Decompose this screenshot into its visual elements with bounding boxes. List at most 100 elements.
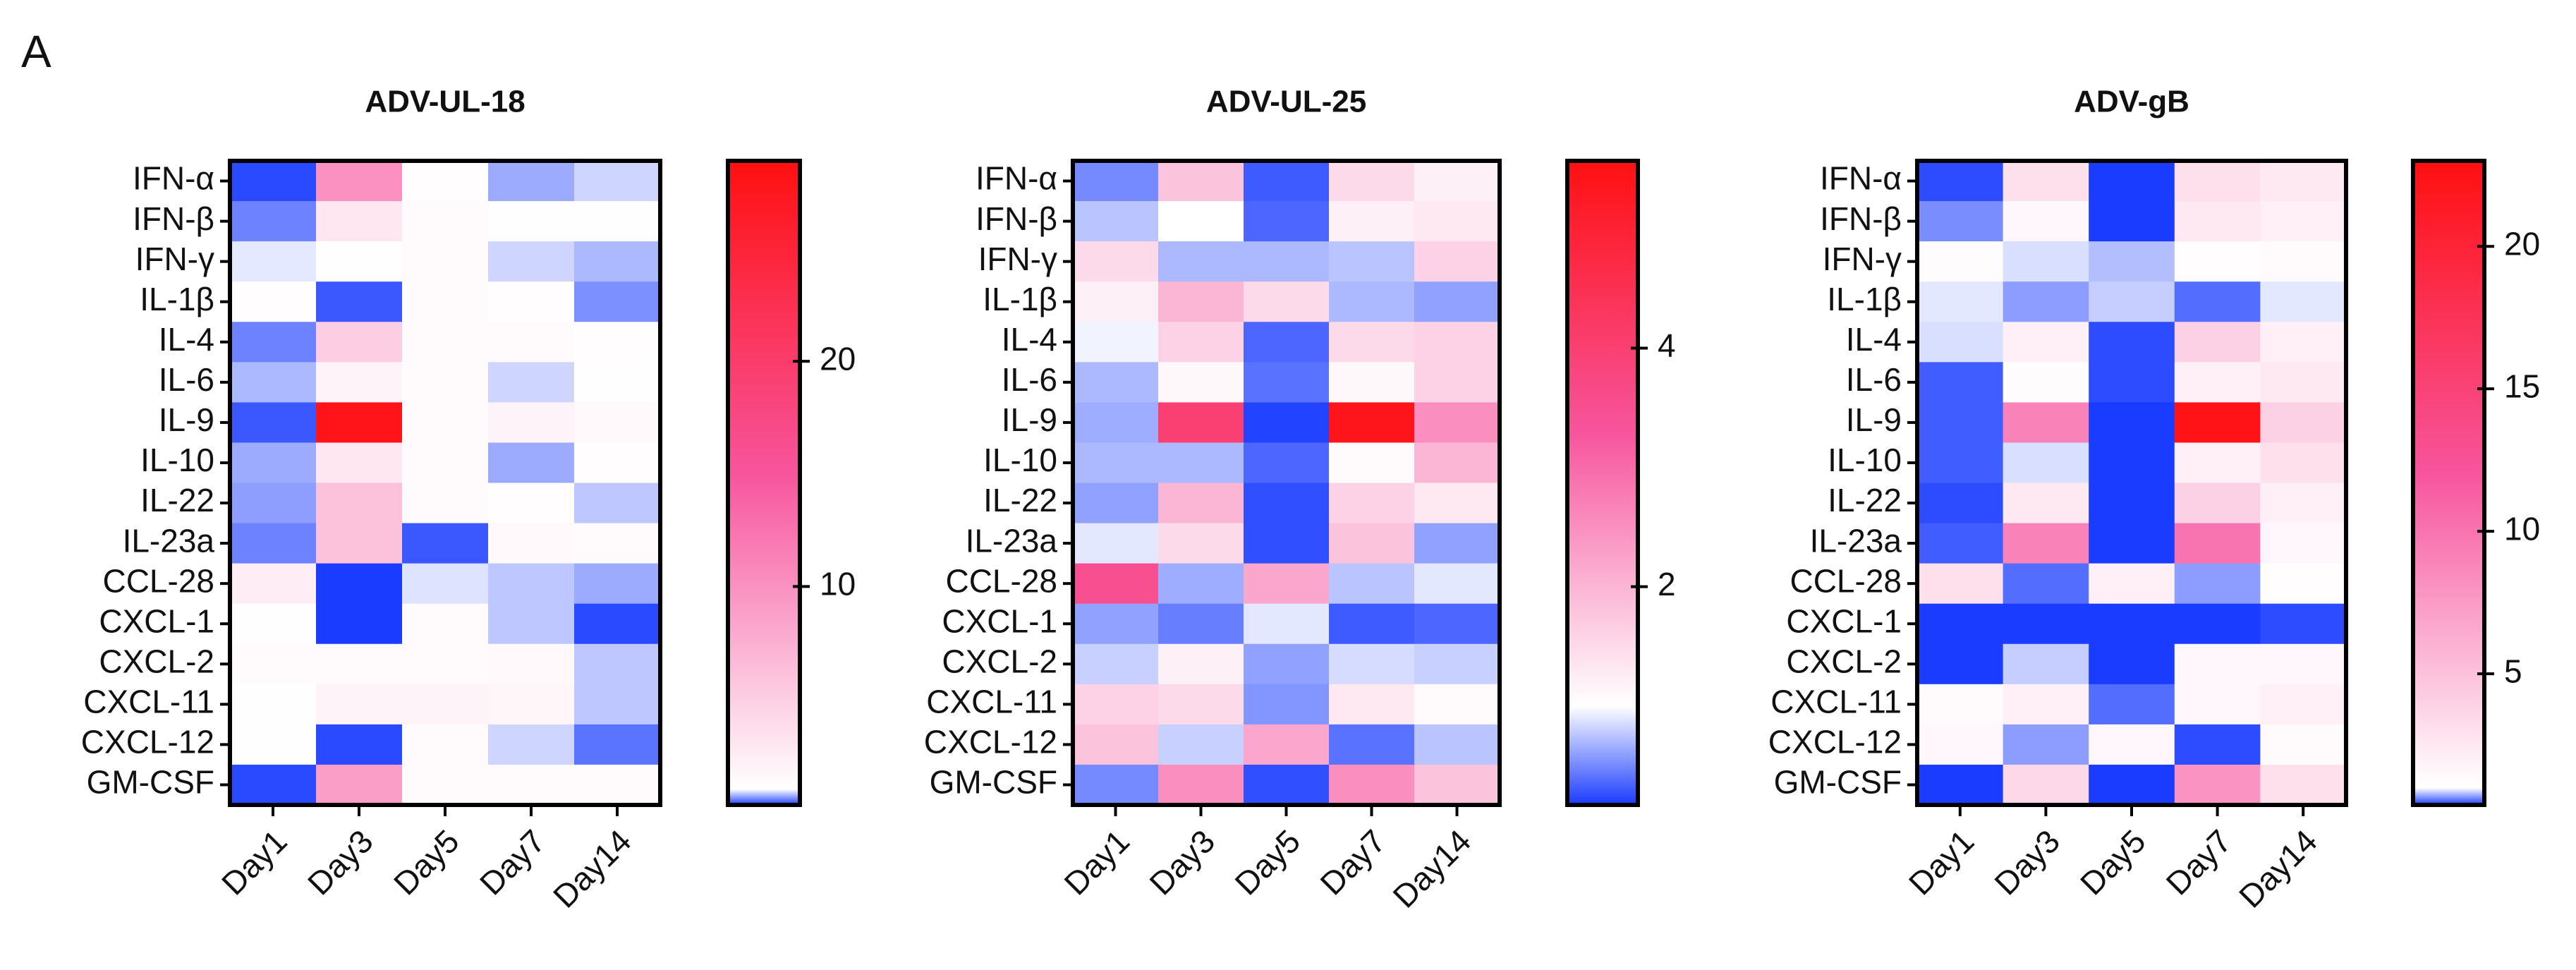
colorbar-tick-label: 10 <box>820 566 856 602</box>
heatmap-cell <box>1414 362 1500 403</box>
heatmap-cell <box>2174 764 2261 806</box>
heatmap-cell <box>1414 764 1500 806</box>
y-tick-label: GM-CSF <box>1774 764 1902 801</box>
heatmap-cell <box>1244 362 1330 403</box>
heatmap-cell <box>1414 643 1500 685</box>
heatmap-cell <box>488 483 575 524</box>
heatmap-cell <box>1073 523 1159 564</box>
heatmap-cell <box>574 322 661 363</box>
heatmap-cell <box>1158 563 1244 605</box>
y-tick-label: CCL-28 <box>945 562 1057 599</box>
y-tick-label: CXCL-2 <box>99 643 214 679</box>
heatmap-cell <box>2174 684 2261 725</box>
x-tick-label: Day7 <box>2159 823 2239 902</box>
heatmap-cell <box>1244 563 1330 605</box>
heatmap-cell <box>488 523 575 564</box>
heatmap-cell <box>2089 442 2175 484</box>
heatmap-cell <box>574 281 661 322</box>
heatmap-cell <box>402 643 489 685</box>
heatmap-cell <box>2089 281 2175 322</box>
heatmap-cell <box>1917 724 2004 765</box>
heatmap-cell <box>1244 684 1330 725</box>
heatmap-cell <box>2174 523 2261 564</box>
y-tick-label: IL-6 <box>1002 361 1057 398</box>
heatmap-cell <box>1414 603 1500 645</box>
heatmap-cell <box>230 684 317 725</box>
y-tick-label: CXCL-1 <box>99 602 214 639</box>
heatmap-cell <box>2260 684 2347 725</box>
heatmap-cell <box>1329 201 1415 242</box>
heatmap-cell <box>2174 442 2261 484</box>
heatmap-cell <box>316 322 403 363</box>
heatmap-cell <box>1329 643 1415 685</box>
heatmap-cell <box>230 523 317 564</box>
y-tick-label: IL-9 <box>159 401 214 438</box>
heatmap-cell <box>316 643 403 685</box>
heatmap-cell <box>1917 241 2004 282</box>
heatmap-cell <box>1917 603 2004 645</box>
heatmap-cell <box>574 402 661 444</box>
y-tick-label: IFN-β <box>133 200 214 237</box>
heatmap-cell <box>1244 161 1330 202</box>
heatmap-cell <box>2174 483 2261 524</box>
heatmap-cell <box>2003 241 2089 282</box>
heatmap-cell <box>2089 241 2175 282</box>
heatmap-cell <box>1329 483 1415 524</box>
heatmap-cell <box>1158 684 1244 725</box>
heatmap-cell <box>2089 724 2175 765</box>
heatmap-cell <box>488 764 575 806</box>
heatmap-cell <box>1917 442 2004 484</box>
heatmap-cell <box>402 281 489 322</box>
y-tick-label: IL-6 <box>1846 361 1902 398</box>
heatmap-cell <box>488 161 575 202</box>
heatmap-cell <box>2089 523 2175 564</box>
heatmap-cell <box>1414 241 1500 282</box>
heatmap-cell <box>2003 563 2089 605</box>
heatmap-cell <box>1073 764 1159 806</box>
heatmap-cell <box>2089 362 2175 403</box>
heatmap-cell <box>1073 603 1159 645</box>
heatmap-cell <box>1073 201 1159 242</box>
heatmap-cell <box>402 483 489 524</box>
y-tick-label: IL-22 <box>1828 482 1902 519</box>
y-tick-label: IL-1β <box>983 281 1057 317</box>
heatmap-cell <box>316 523 403 564</box>
heatmap-cell <box>1414 563 1500 605</box>
heatmap-cell <box>574 201 661 242</box>
heatmap-cell <box>316 483 403 524</box>
heatmap-cell <box>488 643 575 685</box>
heatmap-cell <box>1073 643 1159 685</box>
heatmap-cell <box>2089 643 2175 685</box>
heatmap-cell <box>1244 724 1330 765</box>
heatmap-cell <box>1329 603 1415 645</box>
heatmap-cell <box>1244 241 1330 282</box>
heatmap-cell <box>316 563 403 605</box>
x-tick-label: Day5 <box>1227 823 1307 902</box>
heatmap-cell <box>2174 161 2261 202</box>
colorbar-tick-label: 10 <box>2504 510 2540 547</box>
heatmap-cell <box>316 201 403 242</box>
heatmap-cell <box>488 281 575 322</box>
heatmap-cell <box>1073 724 1159 765</box>
heatmap-cell <box>1073 402 1159 444</box>
colorbar <box>1565 159 1640 807</box>
heatmap-cell <box>1244 483 1330 524</box>
y-tick-label: CCL-28 <box>1790 562 1902 599</box>
heatmap-cell <box>316 764 403 806</box>
heatmap-cell <box>402 201 489 242</box>
heatmap-cell <box>1329 523 1415 564</box>
y-tick-label: IL-23a <box>1810 522 1902 559</box>
heatmap-cell <box>230 483 317 524</box>
heatmap-cell <box>230 281 317 322</box>
x-tick-label: Day1 <box>1057 823 1136 902</box>
heatmap-cell <box>1917 161 2004 202</box>
heatmap-cell <box>488 201 575 242</box>
heatmap-cell <box>1073 442 1159 484</box>
y-tick-label: IL-1β <box>140 281 214 317</box>
heatmap-cell <box>1414 724 1500 765</box>
heatmap-cell <box>2089 764 2175 806</box>
y-tick-label: CXCL-1 <box>1786 602 1902 639</box>
heatmap-cell <box>2260 161 2347 202</box>
y-tick-label: IFN-α <box>1820 160 1902 197</box>
heatmap-cell <box>2174 563 2261 605</box>
